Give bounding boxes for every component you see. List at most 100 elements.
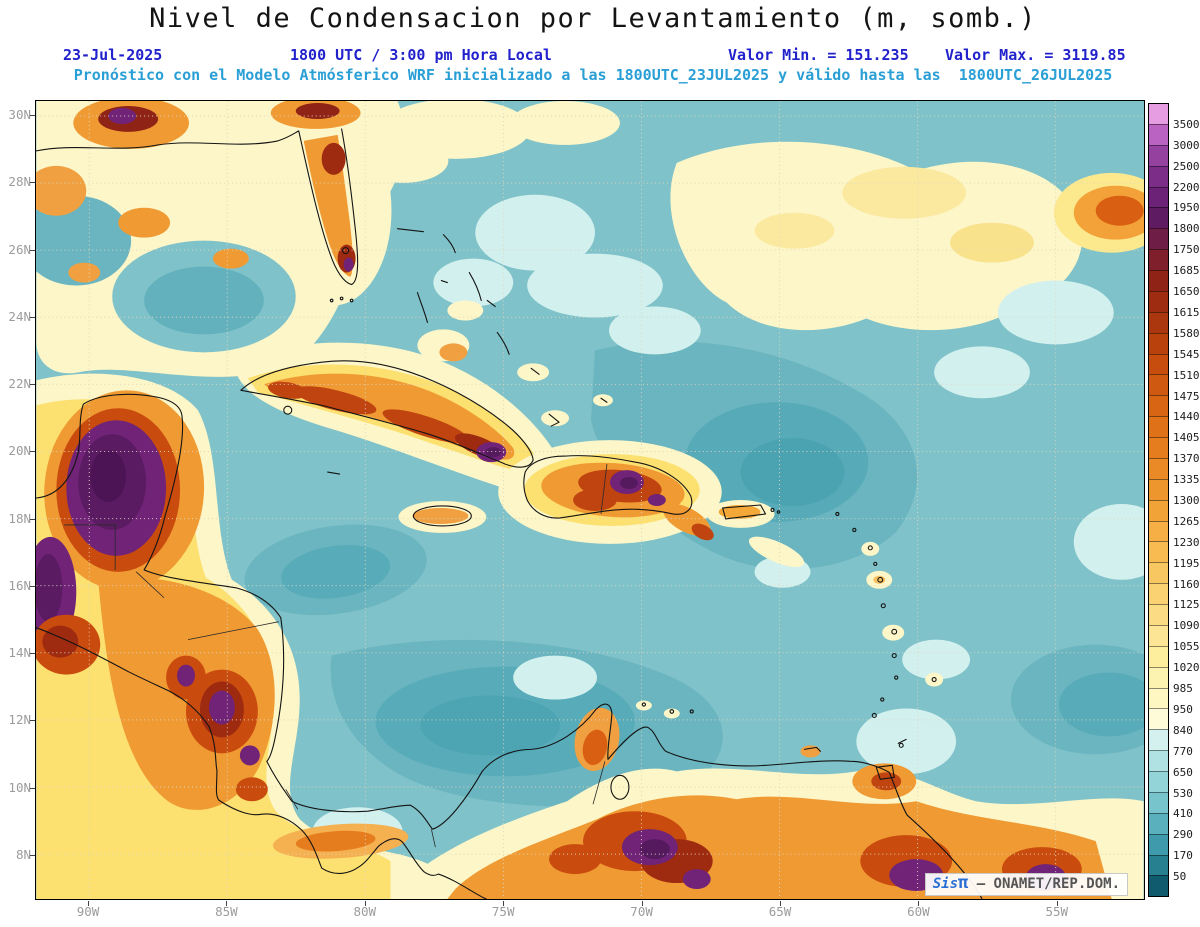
colorbar-label: 1055 [1173,640,1200,654]
min-value-label: Valor Min. = 151.235 [728,46,909,64]
pi-icon: π [958,873,969,893]
lon-label: 85W [215,904,238,919]
colorbar-segment [1149,854,1168,876]
colorbar-label: 1265 [1173,514,1200,528]
colorbar-segment [1149,228,1168,250]
colorbar-label: 1160 [1173,577,1200,591]
lat-label: 22N [8,376,31,392]
colorbar-label: 1475 [1173,389,1200,403]
max-value-label: Valor Max. = 3119.85 [945,46,1126,64]
lat-label: 24N [8,308,31,324]
colorbar-segment [1149,791,1168,813]
sispi-logo: Sis [932,876,959,892]
country-borders [64,464,608,848]
colorbar-label: 1370 [1173,452,1200,466]
colorbar-segment [1149,416,1168,437]
colorbar-label: 1230 [1173,535,1200,549]
valid-time: 1800 UTC / 3:00 pm Hora Local [290,46,552,64]
colorbar [1148,103,1169,897]
colorbar-segment [1149,249,1168,270]
lat-label: 18N [8,510,31,526]
colorbar-segment [1149,290,1168,312]
page-title: Nivel de Condensacion por Levantamiento … [149,3,1037,34]
lat-label: 28N [8,174,31,190]
colorbar-label: 985 [1173,682,1193,696]
lon-label: 60W [907,904,930,919]
colorbar-segment [1149,104,1168,124]
colorbar-label: 1335 [1173,473,1200,487]
colorbar-segment [1149,144,1168,166]
colorbar-segment [1149,457,1168,479]
colorbar-segment [1149,645,1168,667]
colorbar-label: 1125 [1173,598,1200,612]
colorbar-label: 770 [1173,744,1193,758]
colorbar-segment [1149,708,1168,730]
lat-label: 26N [8,241,31,257]
colorbar-segment [1149,541,1168,563]
colorbar-segment [1149,687,1168,709]
colorbar-segment [1149,875,1168,897]
colorbar-label: 1195 [1173,556,1200,570]
colorbar-segment [1149,207,1168,229]
colorbar-label: 2200 [1173,180,1200,194]
colorbar-label: 170 [1173,849,1193,863]
colorbar-segment [1149,583,1168,604]
colorbar-label: 2500 [1173,159,1200,173]
forecast-description: Pronóstico con el Modelo Atmósferico WRF… [73,66,1113,84]
graticule [36,101,1144,899]
colorbar-segment [1149,374,1168,396]
lat-label: 20N [8,443,31,459]
colorbar-label: 1510 [1173,368,1200,382]
colorbar-segment [1149,437,1168,458]
lat-label: 12N [8,712,31,728]
colorbar-segment [1149,311,1168,333]
colorbar-segment [1149,123,1168,145]
colorbar-label: 1020 [1173,661,1200,675]
map-area: Sisπ – ONAMET/REP.DOM. [35,100,1145,900]
lon-label: 90W [76,904,100,919]
colorbar-segment [1149,624,1168,646]
lon-label: 70W [630,904,653,919]
lon-tick [1056,901,1058,906]
colorbar-segment [1149,812,1168,834]
lon-tick [503,901,505,906]
credit-badge: Sisπ – ONAMET/REP.DOM. [924,873,1128,896]
colorbar-segment [1149,395,1168,417]
colorbar-label: 3000 [1173,138,1200,152]
colorbar-segment [1149,499,1168,521]
colorbar-label: 1580 [1173,326,1200,340]
lat-label: 14N [8,645,31,661]
lon-tick [226,901,228,906]
colorbar-segment [1149,833,1168,855]
colorbar-label: 1750 [1173,243,1200,257]
colorbar-segment [1149,562,1168,584]
colorbar-label: 410 [1173,807,1193,821]
lon-tick [88,901,89,906]
colorbar-segment [1149,165,1168,187]
lat-label: 30N [8,107,31,122]
colorbar-label: 840 [1173,723,1193,737]
colorbar-label: 1685 [1173,264,1200,278]
colorbar-label: 1300 [1173,494,1200,507]
colorbar-label: 1545 [1173,347,1200,361]
colorbar-segment [1149,332,1168,354]
colorbar-label: 290 [1173,828,1193,842]
colorbar-segment [1149,771,1168,792]
lat-label: 8N [15,846,31,862]
colorbar-segment [1149,520,1168,542]
lon-tick [364,901,366,906]
lon-label: 55W [1045,904,1069,919]
credit-text: – ONAMET/REP.DOM. [976,876,1120,892]
colorbar-label: 1950 [1173,201,1200,215]
colorbar-segment [1149,729,1168,751]
colorbar-segment [1149,750,1168,771]
colorbar-segment [1149,478,1168,500]
colorbar-label: 1090 [1173,619,1200,633]
colorbar-label: 1440 [1173,410,1200,424]
colorbar-label: 1615 [1173,305,1200,319]
caribbean-lcl-map [36,101,1144,899]
colorbar-label: 1405 [1173,431,1200,445]
run-date: 23-Jul-2025 [63,46,163,64]
lon-label: 65W [768,904,792,919]
